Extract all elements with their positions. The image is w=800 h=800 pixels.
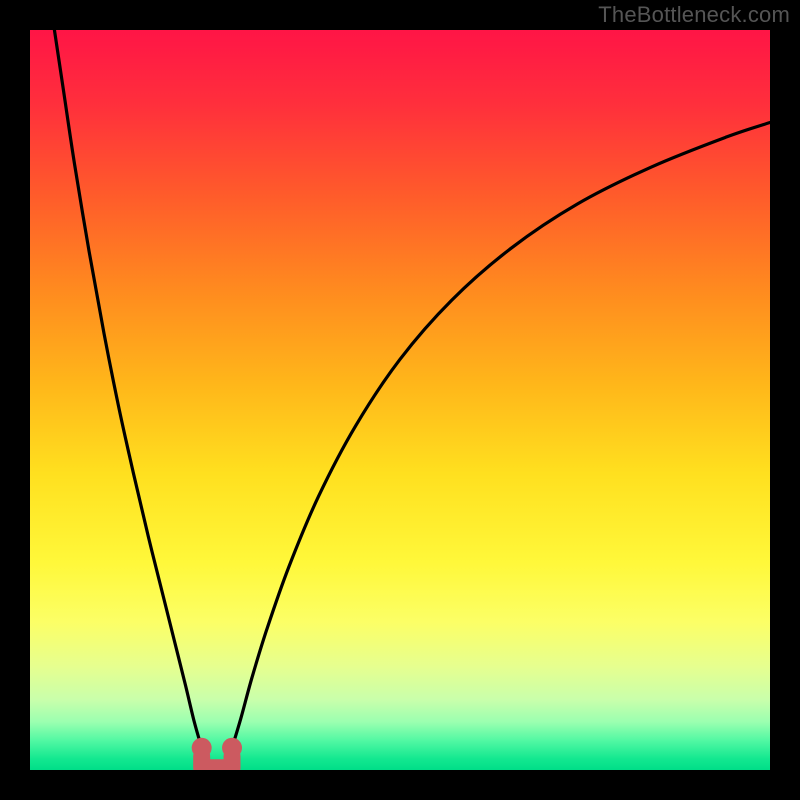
marker-dot-left (192, 738, 212, 758)
curve-right (232, 123, 770, 748)
curve-left (52, 30, 201, 748)
watermark-label: TheBottleneck.com (598, 2, 790, 28)
curve-layer (30, 30, 770, 770)
marker-dot-right (222, 738, 242, 758)
plot-area (30, 30, 770, 770)
